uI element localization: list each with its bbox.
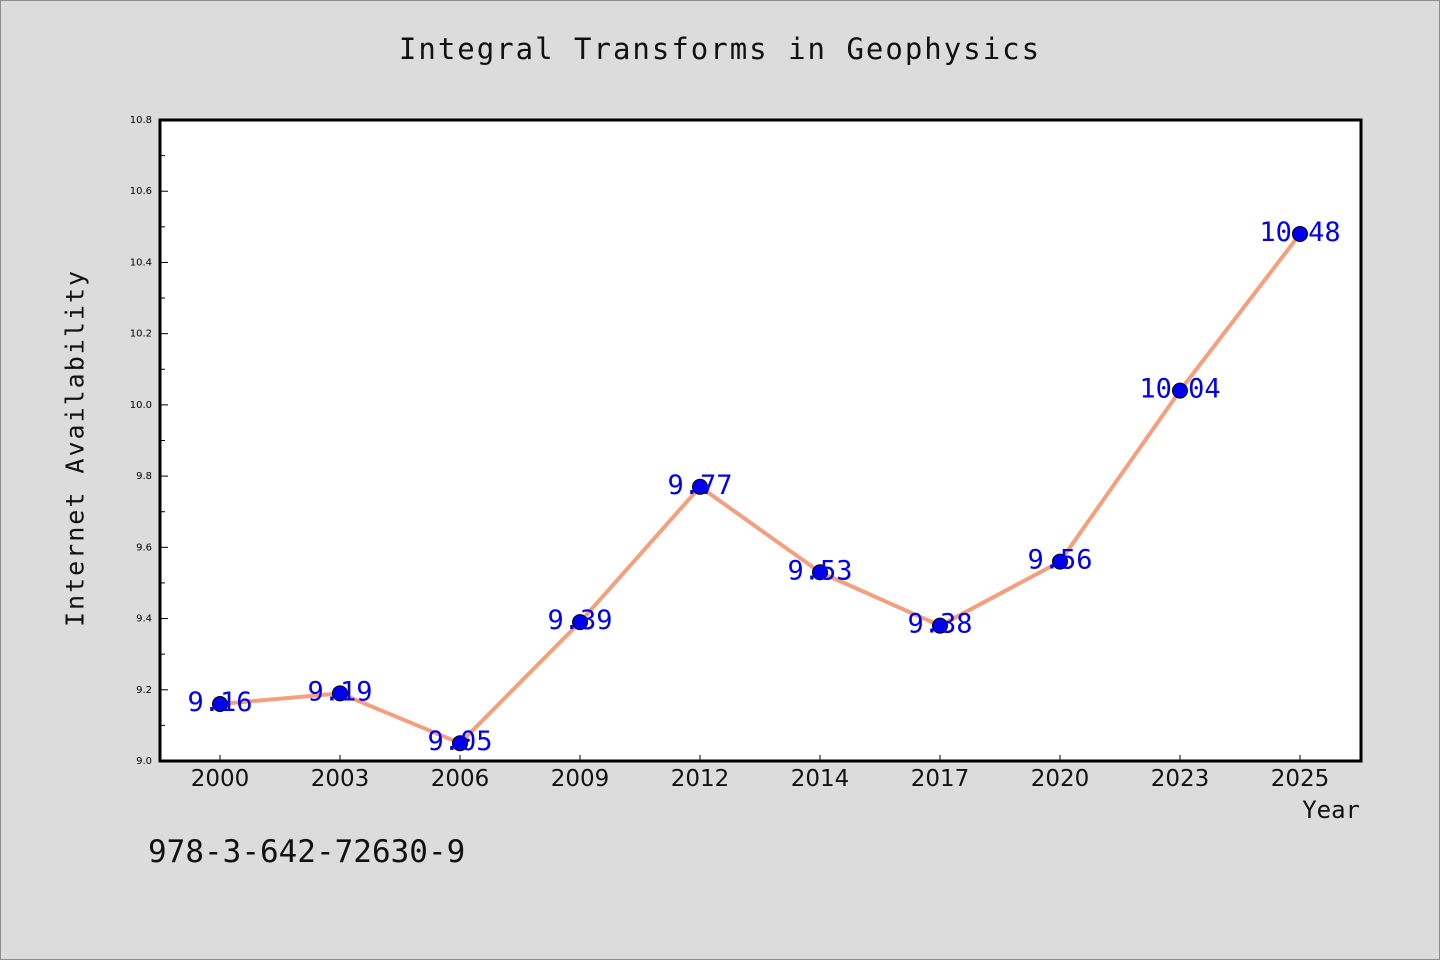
data-points <box>212 225 1308 752</box>
plot-area <box>158 118 1363 763</box>
data-point <box>332 685 348 702</box>
data-label: 9.19 <box>307 676 372 707</box>
x-tick-label: 2017 <box>911 766 970 792</box>
x-tick-label: 2000 <box>191 766 250 792</box>
x-tick-label: 2020 <box>1031 766 1090 792</box>
y-tick-label: 9.0 <box>136 756 152 767</box>
data-point <box>1292 225 1308 242</box>
x-tick-label: 2003 <box>311 766 370 792</box>
data-label: 9.56 <box>1027 545 1092 576</box>
data-point <box>1052 553 1068 570</box>
data-label: 9.53 <box>787 555 852 586</box>
x-tick-label: 2014 <box>791 766 850 792</box>
chart-title: Integral Transforms in Geophysics <box>398 32 1042 66</box>
data-point <box>692 478 708 495</box>
data-point <box>452 735 468 752</box>
x-tick-label: 2006 <box>431 766 490 792</box>
isbn-annotation: 978-3-642-72630-9 <box>148 834 466 870</box>
y-tick-label: 9.6 <box>136 542 152 553</box>
data-label: 9.39 <box>547 605 612 636</box>
x-axis-label: Year <box>1302 796 1360 824</box>
y-axis: 9.0 9.2 9.4 9.6 9.8 10.0 10.2 10.4 10.6 10.8 <box>130 115 168 767</box>
data-labels: 9.16 9.19 9.05 9.39 9.77 9.53 9.38 9.56 10.04 10.… <box>187 217 1340 757</box>
data-label: 10.04 <box>1139 374 1220 405</box>
x-tick-label: 2009 <box>551 766 610 792</box>
data-point <box>1172 382 1188 399</box>
y-tick-label: 10.6 <box>130 186 152 197</box>
y-tick-label: 10.2 <box>130 329 152 340</box>
data-label: 9.05 <box>427 726 492 757</box>
series-line <box>219 232 1302 746</box>
x-tick-label: 2023 <box>1151 766 1210 792</box>
data-point <box>572 614 588 631</box>
data-point <box>932 617 948 634</box>
data-point <box>812 564 828 581</box>
y-tick-label: 9.8 <box>136 471 152 482</box>
x-axis: 2000 2003 2006 2009 2012 2014 2017 2020 2023 2025 <box>191 755 1330 792</box>
data-label: 9.38 <box>907 609 972 640</box>
y-tick-label: 9.4 <box>136 614 152 625</box>
data-label: 10.48 <box>1259 217 1340 248</box>
x-tick-label: 2025 <box>1271 766 1330 792</box>
x-tick-label: 2012 <box>671 766 730 792</box>
y-tick-label: 9.2 <box>136 685 152 696</box>
y-tick-label: 10.4 <box>130 257 152 268</box>
data-label: 9.77 <box>667 470 732 501</box>
y-tick-label: 10.8 <box>130 115 152 126</box>
y-tick-label: 10.0 <box>130 400 152 411</box>
data-point <box>212 696 228 713</box>
data-label: 9.16 <box>187 687 252 718</box>
